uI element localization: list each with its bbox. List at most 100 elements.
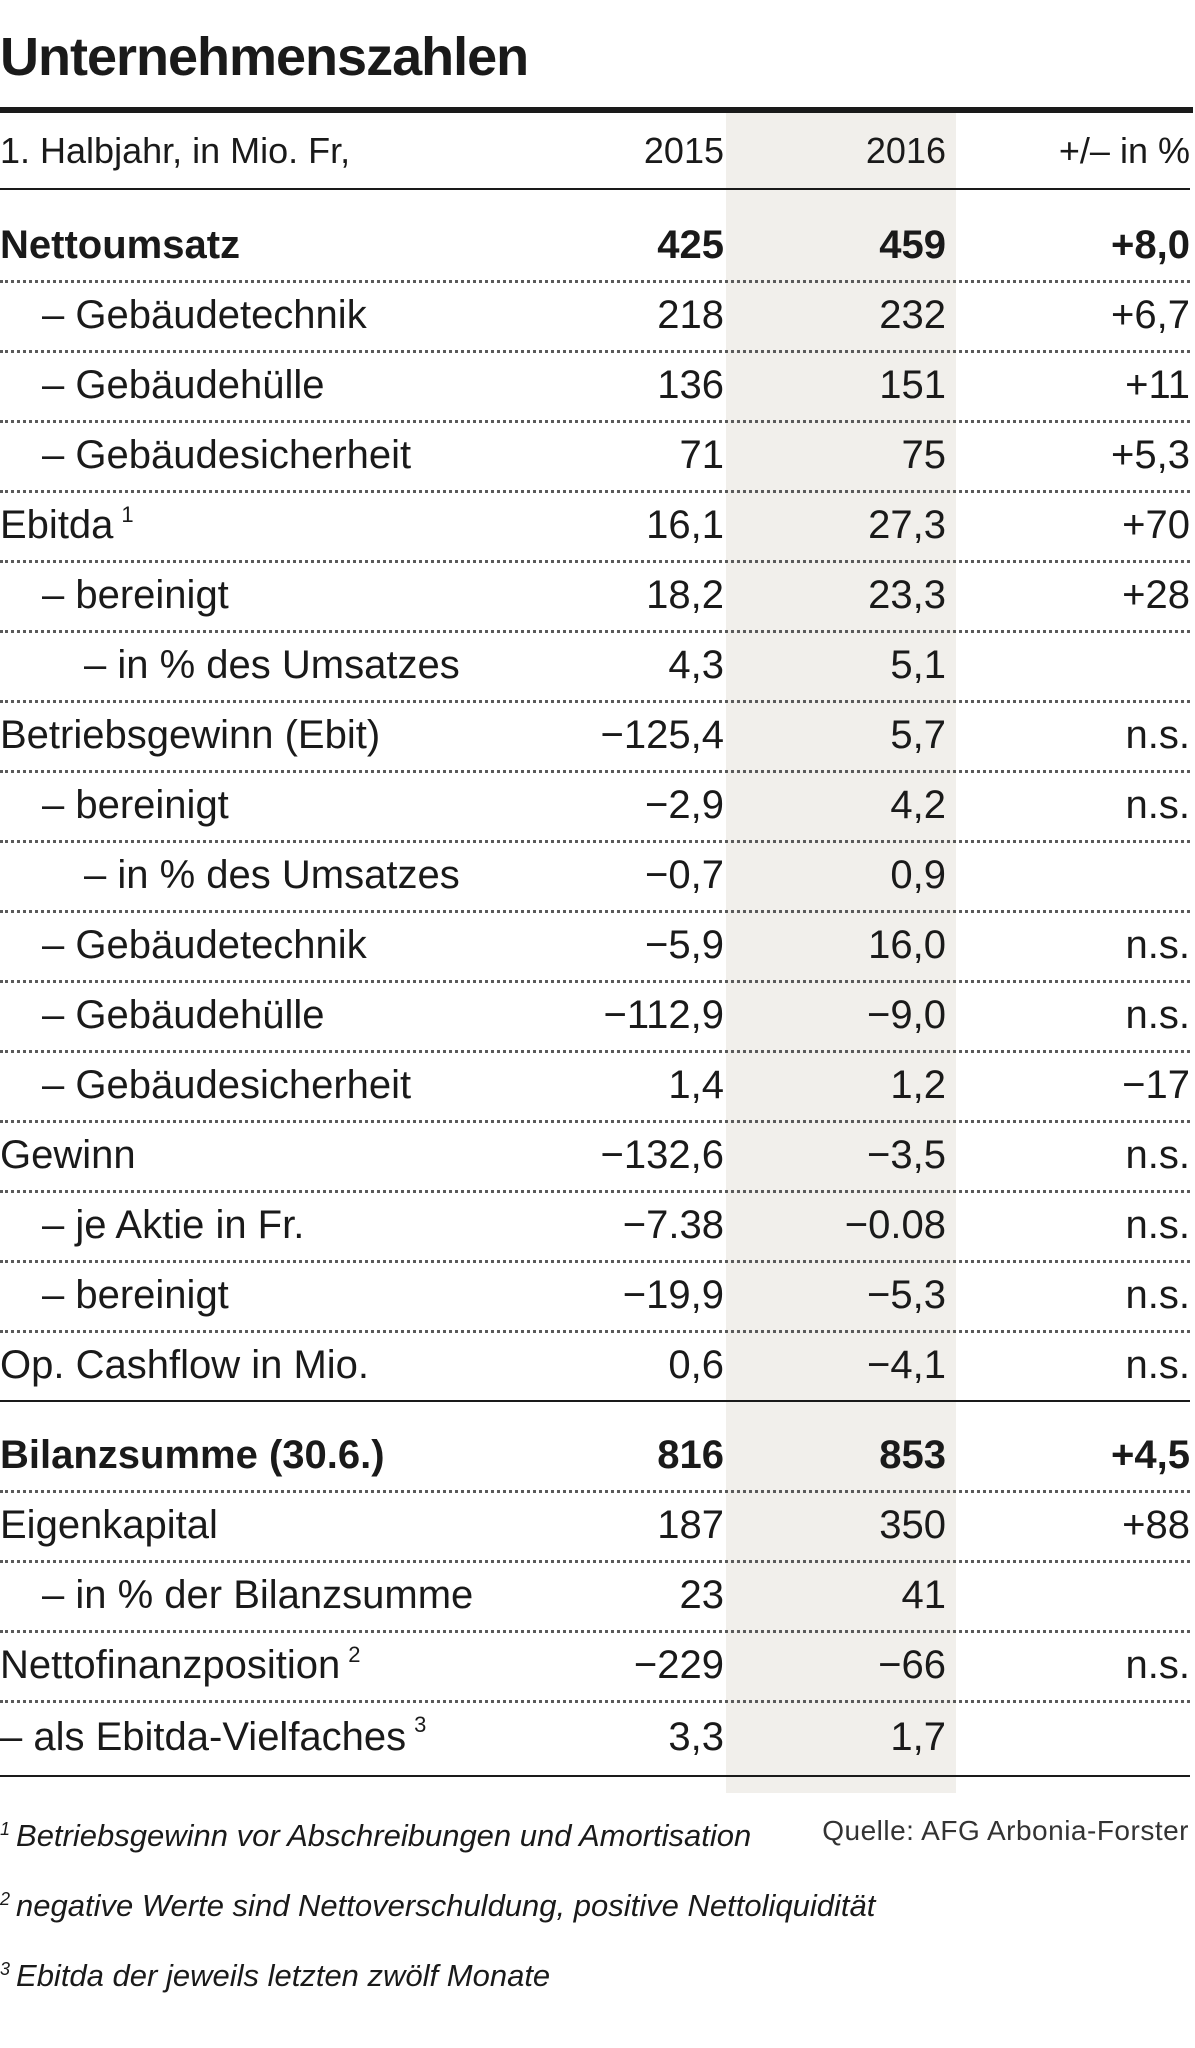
value-2016-text: −4,1 [867,1342,946,1387]
row-label: – in % der Bilanzsumme [42,1560,473,1630]
row-label-text: – bereinigt [42,782,229,827]
table-row: – Gebäudesicherheit 71 75 +5,3 [0,420,1190,493]
value-change: n.s. [1126,980,1190,1050]
value-change: n.s. [1126,770,1190,840]
value-change: +11 [1125,350,1190,420]
value-2016-text: 5,7 [890,712,946,757]
table-row: Nettoumsatz 425 459 +8,0 [0,210,1190,283]
value-2016: 16,0 [868,910,946,980]
value-2015-text: −112,9 [603,992,725,1037]
row-label-text: – als Ebitda-Vielfaches [0,1715,407,1759]
footnote-3-text: Ebitda der jeweils letzten zwölf Monate [16,1958,551,1993]
footnote-3-number: 3 [0,1958,11,1979]
header-2016: 2016 [865,129,946,171]
value-2016: 5,1 [890,630,946,700]
table-row: – Gebäudetechnik 218 232 +6,7 [0,280,1190,353]
row-label: – Gebäudehülle [42,350,324,420]
value-2015: −2,9 [645,770,724,840]
value-2015-text: −19,9 [622,1272,724,1317]
value-2016-text: 1,2 [890,1062,946,1107]
header-label: 1. Halbjahr, in Mio. Fr, [0,129,351,171]
value-2016: 232 [879,280,946,350]
value-change: +6,7 [1111,280,1190,350]
table-row: – Gebäudesicherheit 1,4 1,2 −17 [0,1050,1190,1123]
header-row: 1. Halbjahr, in Mio. Fr, 2015 2016 +/– i… [0,113,1190,190]
value-2016-text: 5,1 [890,642,946,687]
value-2016-text: −0.08 [844,1202,946,1247]
value-2016-text: 232 [879,292,946,337]
value-change-text: n.s. [1125,1132,1190,1177]
table-row: – als Ebitda-Vielfaches 3 3,3 1,7 [0,1700,1190,1777]
value-2015-text: −132,6 [600,1132,724,1177]
value-2015-text: −5,9 [645,922,724,967]
value-2015-text: 187 [657,1502,724,1547]
value-change: +8,0 [1111,210,1190,280]
table-row: – Gebäudetechnik −5,9 16,0 n.s. [0,910,1190,983]
value-change-text: n.s. [1125,712,1190,757]
value-2015: 1,4 [668,1050,724,1120]
row-label: – Gebäudesicherheit [42,420,411,490]
value-2016: −66 [878,1630,946,1700]
value-2016: 0,9 [890,840,946,910]
value-change-text: +6,7 [1111,292,1190,337]
value-change-text: n.s. [1125,1202,1190,1247]
value-2016-text: −3,5 [867,1132,946,1177]
value-2015: 16,1 [646,490,724,560]
row-label-text: – Gebäudetechnik [42,292,367,337]
value-2015: −7.38 [623,1190,724,1260]
title-rule [0,107,1193,113]
row-label: – Gebäudetechnik [42,910,367,980]
footnote-2-number: 2 [0,1888,11,1909]
value-2015: 136 [657,350,724,420]
value-2016-text: −5,3 [867,1272,946,1317]
value-2016: −0.08 [845,1190,946,1260]
value-2015-text: 136 [657,362,724,407]
row-label-text: Bilanzsumme (30.6.) [0,1432,385,1477]
value-2016-text: 75 [901,432,947,477]
value-2016: 1,7 [890,1700,946,1775]
row-label-text: – Gebäudehülle [42,992,325,1037]
value-2015: −229 [634,1630,724,1700]
value-change: +28 [1122,560,1190,630]
value-2016: 75 [902,420,947,490]
value-2015-text: 425 [657,222,724,267]
table-row: – bereinigt −2,9 4,2 n.s. [0,770,1190,843]
value-change-text: n.s. [1125,922,1190,967]
table-row: – in % der Bilanzsumme 23 41 [0,1560,1190,1633]
value-2016-text: 1,7 [890,1715,946,1759]
header-2015: 2015 [643,129,724,171]
row-label-text: Nettofinanzposition [0,1642,341,1687]
value-change-text: n.s. [1125,782,1190,827]
value-change-text: −17 [1122,1062,1190,1107]
value-2016-text: 853 [879,1432,946,1477]
value-2015-text: 18,2 [646,572,724,617]
row-label: – als Ebitda-Vielfaches 3 [0,1700,426,1775]
footnote-ref: 1 [121,502,134,527]
footnote-3: 3 Ebitda der jeweils letzten zwölf Monate [0,1958,550,1994]
value-2015-text: 218 [657,292,724,337]
row-label-text: – in % des Umsatzes [84,642,460,687]
footnote-1: 1 Betriebsgewinn vor Abschreibungen und A… [0,1818,751,1854]
value-2016: 41 [902,1560,947,1630]
value-2015-text: 816 [657,1432,724,1477]
table-row: Betriebsgewinn (Ebit) −125,4 5,7 n.s. [0,700,1190,773]
value-2016: −5,3 [867,1260,946,1330]
value-2015-text: 4,3 [668,642,724,687]
value-change-text: +88 [1122,1502,1190,1547]
value-2015: 23 [680,1560,725,1630]
table-row: – je Aktie in Fr. −7.38 −0.08 n.s. [0,1190,1190,1263]
value-2016: 350 [879,1490,946,1560]
value-change: n.s. [1126,1190,1190,1260]
value-2016-text: −9,0 [867,992,946,1037]
row-label-text: Betriebsgewinn (Ebit) [0,712,381,757]
value-change: n.s. [1126,1330,1190,1400]
row-label-text: Ebitda [0,502,114,547]
row-label: Nettoumsatz [0,210,240,280]
footnote-2: 2 negative Werte sind Nettoverschuldung, … [0,1888,875,1924]
row-label: – in % des Umsatzes [84,840,460,910]
value-change: n.s. [1126,1260,1190,1330]
value-2016-text: 23,3 [868,572,946,617]
value-2015: −19,9 [623,1260,724,1330]
row-label: – Gebäudesicherheit [42,1050,411,1120]
row-label: – bereinigt [42,770,229,840]
